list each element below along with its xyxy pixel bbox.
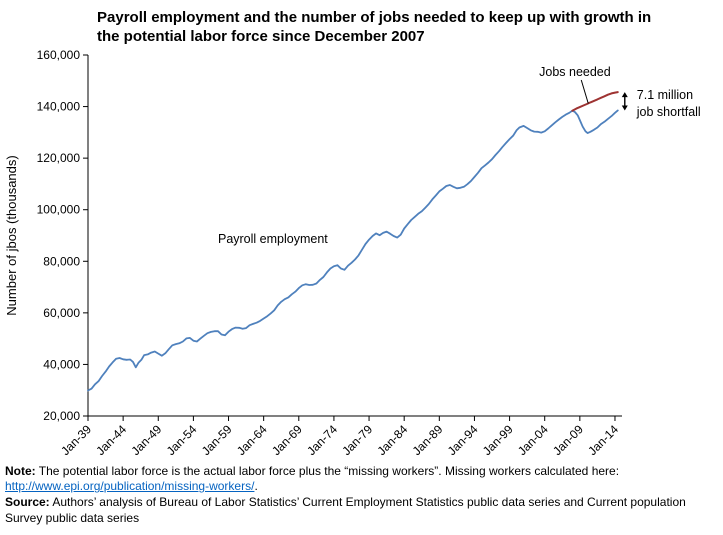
shortfall-label-line2: job shortfall <box>636 105 701 119</box>
x-tick-label: Jan-59 <box>199 421 235 457</box>
jobs-needed-leader-line <box>580 79 589 104</box>
x-tick-label: Jan-94 <box>445 421 481 457</box>
y-tick-label: 60,000 <box>43 305 80 319</box>
x-tick-label: Jan-49 <box>129 421 165 457</box>
payroll-employment-line <box>87 109 619 391</box>
x-tick-label: Jan-64 <box>234 421 270 457</box>
y-axis-title: Number of jbos (thousands) <box>4 155 19 315</box>
x-tick-label: Jan-09 <box>550 421 586 457</box>
y-tick-label: 100,000 <box>37 202 81 216</box>
x-tick-label: Jan-84 <box>374 421 410 457</box>
x-tick-label: Jan-89 <box>410 421 446 457</box>
y-tick-label: 140,000 <box>37 99 81 113</box>
payroll-chart: 20,000 40,000 60,000 80,000 100,000 120,000 14… <box>4 48 701 458</box>
source-label: Source: <box>5 495 50 510</box>
note-line: Note: The potential labor force is the a… <box>5 464 719 496</box>
shortfall-arrowhead-top <box>621 91 628 97</box>
shortfall-label-line1: 7.1 million <box>637 88 693 102</box>
x-tick-label: Jan-39 <box>58 421 94 457</box>
chart-title: Payroll employment and the number of job… <box>97 9 652 45</box>
y-tick-label: 120,000 <box>37 151 81 165</box>
source-line: Source: Authors’ analysis of Bureau of L… <box>5 495 719 527</box>
x-tick-label: Jan-44 <box>93 421 129 457</box>
jobs-needed-line <box>571 90 619 112</box>
x-tick-label: Jan-69 <box>269 421 305 457</box>
jobs-needed-series-label: Jobs needed <box>539 65 611 79</box>
y-tick-label: 160,000 <box>37 48 81 62</box>
x-tick-label: Jan-74 <box>304 421 340 457</box>
y-tick-label: 20,000 <box>43 409 80 423</box>
note-label: Note: <box>5 463 36 478</box>
x-tick-label: Jan-99 <box>480 421 516 457</box>
payroll-series-label: Payroll employment <box>218 232 328 246</box>
notes-block: Note: The potential labor force is the a… <box>0 459 723 527</box>
source-text: Authors’ analysis of Bureau of Labor Sta… <box>5 495 686 525</box>
missing-workers-link[interactable]: http://www.epi.org/publication/missing-w… <box>5 479 255 494</box>
x-tick-label: Jan-79 <box>339 421 375 457</box>
x-tick-label: Jan-04 <box>515 421 551 457</box>
note-text: The potential labor force is the actual … <box>35 463 620 478</box>
x-tick-label: Jan-54 <box>164 421 200 457</box>
y-tick-label: 40,000 <box>43 357 80 371</box>
x-tick-label: Jan-14 <box>585 421 621 457</box>
y-tick-label: 80,000 <box>43 254 80 268</box>
note-period: . <box>254 479 258 494</box>
shortfall-arrowhead-bottom <box>621 104 628 110</box>
